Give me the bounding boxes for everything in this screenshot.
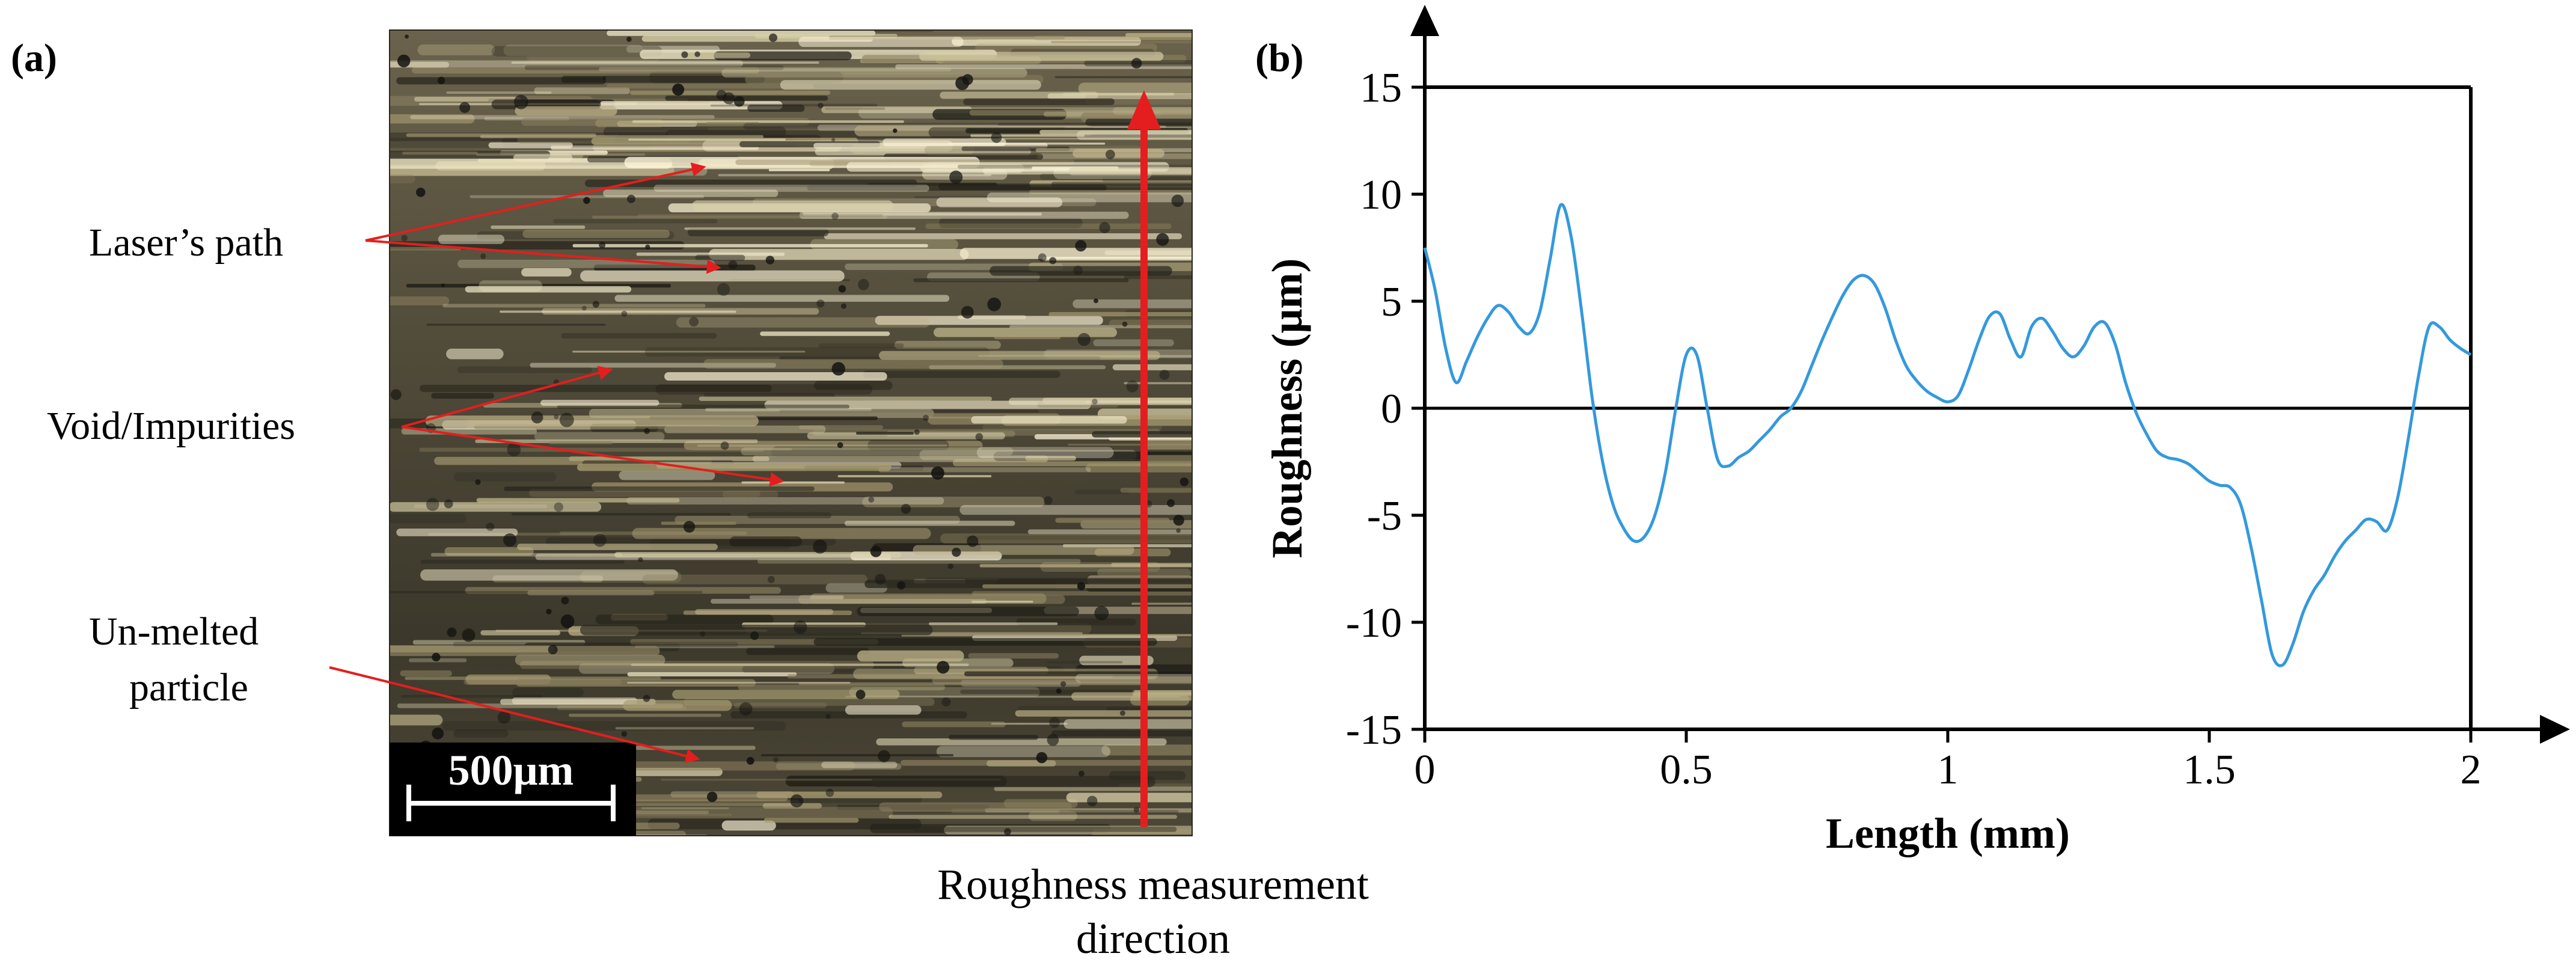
micrograph-image — [390, 30, 1192, 836]
annotation-direction-line1: Roughness measurement — [937, 860, 1369, 908]
y-tick-label: -10 — [1346, 600, 1402, 646]
annotation-direction-line2: direction — [1076, 914, 1230, 963]
y-axis-label: Roughness (μm) — [1263, 259, 1311, 559]
annotation-unmelted-line1: Un-melted — [89, 610, 259, 654]
y-tick-label: -15 — [1346, 707, 1402, 753]
x-axis-arrowhead — [2540, 715, 2570, 744]
scale-bar-label: 500μm — [448, 746, 574, 794]
panel-a-label: (a) — [11, 36, 57, 80]
void-arrow-2 — [401, 426, 785, 487]
y-tick-label: 15 — [1360, 65, 1402, 111]
panel-a: (a) 500μm Laser’s path Void/Impurities U… — [11, 29, 1369, 963]
x-tick-label: 0 — [1415, 747, 1436, 793]
x-axis-label: Length (mm) — [1826, 809, 2070, 857]
x-tick-label: 1.5 — [2183, 747, 2236, 793]
panel-b-label: (b) — [1255, 36, 1304, 80]
roughness-series-line — [1423, 203, 2472, 667]
x-tick-label: 2 — [2461, 747, 2482, 793]
y-axis-arrowhead — [1410, 5, 1439, 36]
annotation-unmelted-line2: particle — [129, 666, 248, 709]
scale-bar: 500μm — [390, 743, 636, 836]
void-arrow-1 — [401, 366, 613, 428]
measurement-direction-arrowhead — [1127, 90, 1161, 129]
laser-path-arrow-2 — [365, 239, 721, 274]
y-tick-label: 0 — [1381, 386, 1402, 432]
unmelted-arrow — [329, 666, 700, 764]
laser-path-arrow-1 — [365, 162, 706, 242]
y-tick-label: 10 — [1360, 172, 1402, 218]
annotation-laser-path: Laser’s path — [89, 221, 283, 265]
x-tick-label: 0.5 — [1660, 747, 1713, 793]
roughness-chart: -15 -10 -5 0 5 10 15 0 0.5 1 1.5 2 Length (mm) Roughn… — [1263, 5, 2570, 857]
y-tick-label: 5 — [1381, 279, 1402, 325]
y-tick-label: -5 — [1367, 493, 1402, 539]
panel-b: (b) -15 -10 -5 0 5 10 15 0 0.5 1 1.5 2 Length (mm) Ro… — [1255, 5, 2570, 857]
x-tick-label: 1 — [1938, 747, 1959, 793]
annotation-void-impurities: Void/Impurities — [47, 404, 295, 448]
